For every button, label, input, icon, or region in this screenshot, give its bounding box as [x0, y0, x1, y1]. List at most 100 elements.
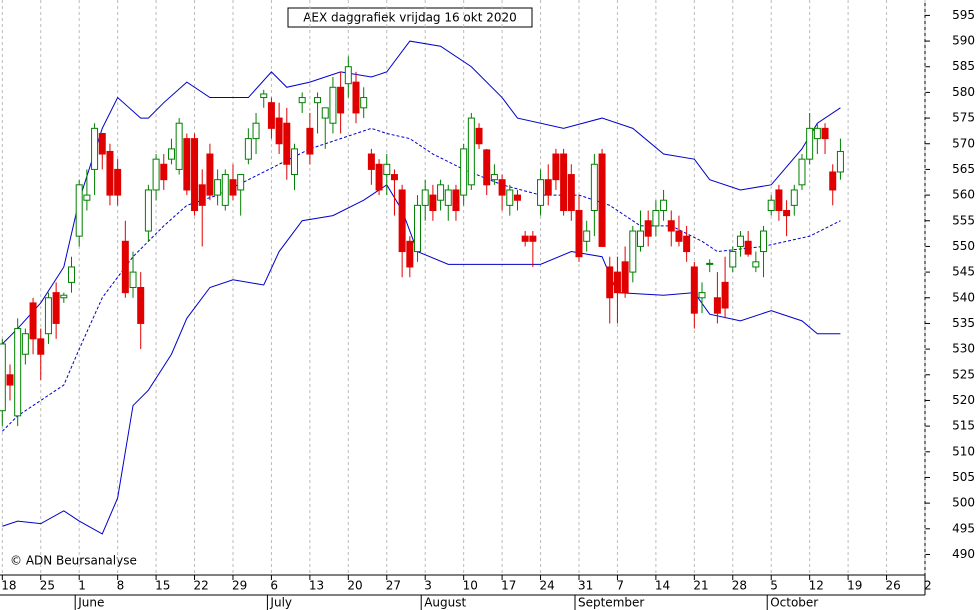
candle-body	[621, 261, 629, 294]
candle-body	[667, 220, 675, 232]
chart-title: AEX daggrafiek vrijdag 16 okt 2020	[303, 11, 517, 25]
candle-body	[490, 174, 498, 181]
x-tick-label: 15	[155, 579, 170, 593]
y-tick-label: 510	[952, 444, 975, 458]
candle-body	[167, 148, 175, 160]
y-tick-label: 535	[952, 316, 975, 330]
candle-body	[406, 240, 414, 268]
candle-body	[98, 132, 106, 155]
candle-body	[498, 179, 506, 196]
month-label: September	[578, 596, 644, 610]
month-label: August	[424, 596, 466, 610]
candle-body	[21, 333, 29, 355]
bollinger-band	[2, 184, 841, 535]
y-tick-label: 560	[952, 188, 975, 202]
candle-body	[421, 189, 429, 206]
candle-body	[137, 287, 145, 324]
candle-body	[713, 297, 721, 314]
candle-body	[144, 189, 152, 232]
candle-body	[183, 138, 191, 191]
y-tick-label: 580	[952, 85, 975, 99]
y-tick-label: 575	[952, 111, 975, 125]
candle-body	[306, 127, 314, 155]
candle-body	[360, 97, 368, 109]
title-box	[287, 7, 533, 28]
y-tick-label: 540	[952, 290, 975, 304]
candle-body	[75, 184, 83, 237]
candle-body	[83, 194, 91, 201]
candle-body	[267, 102, 275, 129]
x-tick-label: 14	[655, 579, 670, 593]
candle-body	[344, 66, 352, 85]
y-tick-label: 500	[952, 496, 975, 510]
x-tick-label: 31	[578, 579, 593, 593]
candle-body	[375, 163, 383, 191]
candle-body	[567, 174, 575, 211]
candle-body	[444, 189, 452, 206]
candle-body	[836, 150, 844, 173]
candle-body	[829, 171, 837, 191]
candle-body	[629, 230, 637, 273]
candle-body	[14, 328, 22, 417]
y-tick-label: 520	[952, 393, 975, 407]
candle-body	[752, 261, 760, 268]
x-tick-label: 12	[809, 579, 824, 593]
moving-average	[1, 127, 841, 432]
candle-body	[783, 209, 791, 217]
candle-body	[352, 81, 360, 114]
y-tick-label: 515	[952, 419, 975, 433]
candle-body	[813, 127, 821, 140]
x-tick-label: 6	[270, 579, 278, 593]
candle-body	[483, 149, 491, 186]
x-tick-label: 28	[732, 579, 747, 593]
y-tick-label: 555	[952, 213, 975, 227]
candle-body	[683, 235, 691, 253]
x-tick-label: 18	[1, 579, 16, 593]
candle-body	[637, 230, 645, 247]
candle-body	[729, 251, 737, 268]
candle-body	[460, 148, 468, 196]
candle-body	[452, 189, 460, 211]
candle-body	[252, 122, 260, 140]
candle-body	[736, 235, 744, 247]
x-tick-label: 26	[886, 579, 901, 593]
candle-body	[744, 240, 752, 255]
candle-body	[114, 168, 122, 196]
candle-body	[321, 107, 329, 119]
candle-body	[0, 343, 6, 412]
candle-body	[298, 97, 306, 104]
candle-body	[529, 235, 537, 242]
candle-body	[513, 194, 521, 201]
x-tick-label: 3	[424, 579, 432, 593]
candle-body	[437, 184, 445, 201]
candle-body	[244, 138, 252, 160]
candle-body	[675, 230, 683, 242]
candle-body	[206, 153, 214, 196]
candle-body	[214, 179, 222, 196]
candle-body	[560, 153, 568, 211]
candle-body	[690, 266, 698, 314]
x-tick-label: 8	[117, 579, 125, 593]
candle-body	[760, 230, 768, 253]
candle-body	[191, 138, 199, 211]
candle-body	[821, 127, 829, 140]
x-tick-label: 17	[501, 579, 516, 593]
candle-body	[367, 153, 375, 170]
y-tick-label: 565	[952, 162, 975, 176]
candle-body	[175, 122, 183, 170]
candle-body	[429, 194, 437, 211]
candle-body	[229, 179, 237, 196]
candle-body	[37, 338, 45, 355]
y-tick-label: 545	[952, 265, 975, 279]
candle-body	[337, 86, 345, 114]
y-tick-label: 505	[952, 470, 975, 484]
candle-body	[775, 189, 783, 211]
month-label: June	[77, 596, 104, 610]
candle-body	[6, 374, 14, 386]
candle-body	[198, 184, 206, 206]
x-tick-label: 22	[194, 579, 209, 593]
candle-body	[121, 240, 129, 294]
candle-body	[152, 158, 160, 191]
candle-body	[806, 127, 814, 160]
